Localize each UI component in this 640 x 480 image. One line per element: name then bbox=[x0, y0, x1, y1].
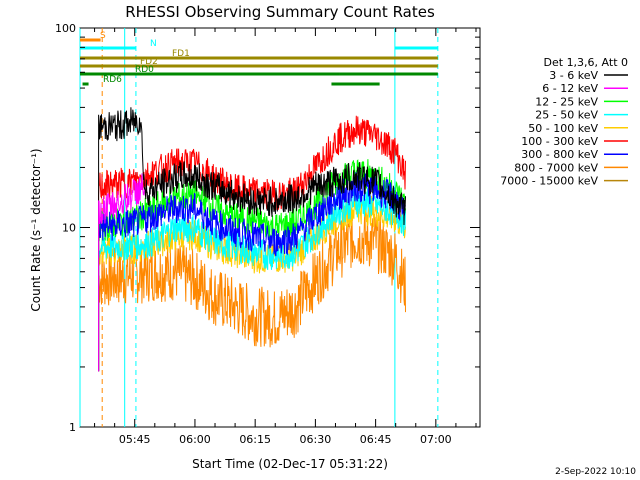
series-line bbox=[98, 107, 406, 372]
flag-segment-label: RD6 bbox=[103, 75, 122, 85]
flag-segment-label: S bbox=[100, 31, 106, 41]
legend-label: 3 - 6 keV bbox=[549, 69, 598, 82]
legend-label: 12 - 25 keV bbox=[535, 95, 598, 108]
series-line bbox=[98, 173, 145, 372]
x-tick-label: 06:30 bbox=[300, 433, 332, 446]
series-line bbox=[98, 115, 406, 372]
x-tick-label: 07:00 bbox=[420, 433, 452, 446]
flag-segment-label: N bbox=[150, 39, 157, 49]
axes-group: 05:45 06:00 06:15 06:30 06:45 07:00 1 10 100 bbox=[55, 22, 480, 446]
legend-label: 100 - 300 keV bbox=[521, 135, 598, 148]
x-tick-label: 06:45 bbox=[360, 433, 392, 446]
flag-segment-label: RD0 bbox=[135, 65, 154, 75]
chart-title: RHESSI Observing Summary Count Rates bbox=[125, 3, 435, 21]
x-tick-label: 06:00 bbox=[179, 433, 211, 446]
legend-label: 25 - 50 keV bbox=[535, 109, 598, 122]
x-tick-label: 06:15 bbox=[239, 433, 271, 446]
legend-label: 800 - 7000 keV bbox=[514, 161, 598, 174]
y-tick-label: 100 bbox=[55, 22, 76, 35]
flag-segment-label: FD1 bbox=[172, 49, 190, 59]
x-axis-label: Start Time (02-Dec-17 05:31:22) bbox=[192, 457, 388, 471]
footer-stamp: 2-Sep-2022 10:10 bbox=[555, 467, 636, 477]
legend-label: 50 - 100 keV bbox=[528, 122, 598, 135]
legend-label: 300 - 800 keV bbox=[521, 148, 598, 161]
y-tick-label: 1 bbox=[69, 421, 76, 434]
series-group bbox=[98, 107, 406, 372]
y-axis-label: Count Rate (s⁻¹ detector⁻¹) bbox=[29, 148, 43, 311]
legend-label: 6 - 12 keV bbox=[542, 82, 598, 95]
x-tick-label: 05:45 bbox=[119, 433, 151, 446]
legend-label: 7000 - 15000 keV bbox=[500, 175, 598, 188]
legend-header: Det 1,3,6, Att 0 bbox=[544, 56, 628, 69]
y-tick-label: 10 bbox=[62, 222, 76, 235]
flag-segment-label: FD2 bbox=[140, 57, 158, 67]
series-line bbox=[98, 209, 406, 372]
